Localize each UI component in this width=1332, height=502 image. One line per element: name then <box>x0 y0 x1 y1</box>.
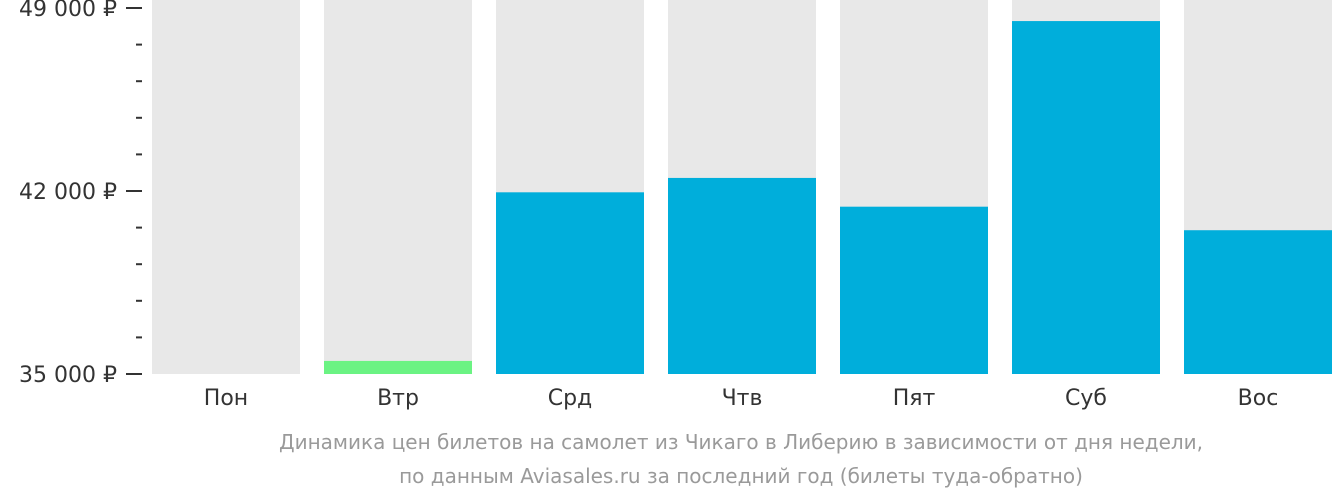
chart-caption-line-1: Динамика цен билетов на самолет из Чикаг… <box>278 430 1204 454</box>
bar-3[interactable] <box>668 177 816 374</box>
bar-6[interactable] <box>1184 230 1332 374</box>
chart-caption-line-2: по данным Aviasales.ru за последний год … <box>399 464 1083 488</box>
y-tick-label-1: 42 000 ₽ <box>19 180 117 205</box>
x-tick-label-4: Пят <box>893 386 936 411</box>
x-tick-label-0: Пон <box>204 386 248 411</box>
x-tick-label-2: Срд <box>548 386 593 411</box>
bar-4[interactable] <box>840 206 988 374</box>
x-tick-label-1: Втр <box>377 386 419 411</box>
bar-2[interactable] <box>496 192 644 374</box>
bar-chart: Пон Втр Срд Чтв Пят Суб Вос 49 000 ₽ 42 000 ₽ 35 … <box>19 0 1332 411</box>
x-tick-label-5: Суб <box>1065 386 1107 411</box>
y-tick-label-2: 35 000 ₽ <box>19 363 117 388</box>
x-tick-label-3: Чтв <box>722 386 763 411</box>
bar-background-1 <box>324 0 472 374</box>
bar-5[interactable] <box>1012 21 1160 374</box>
y-tick-label-0: 49 000 ₽ <box>19 0 117 22</box>
bar-1[interactable] <box>324 360 472 374</box>
bar-background-0 <box>152 0 300 374</box>
x-tick-label-6: Вос <box>1238 386 1279 411</box>
